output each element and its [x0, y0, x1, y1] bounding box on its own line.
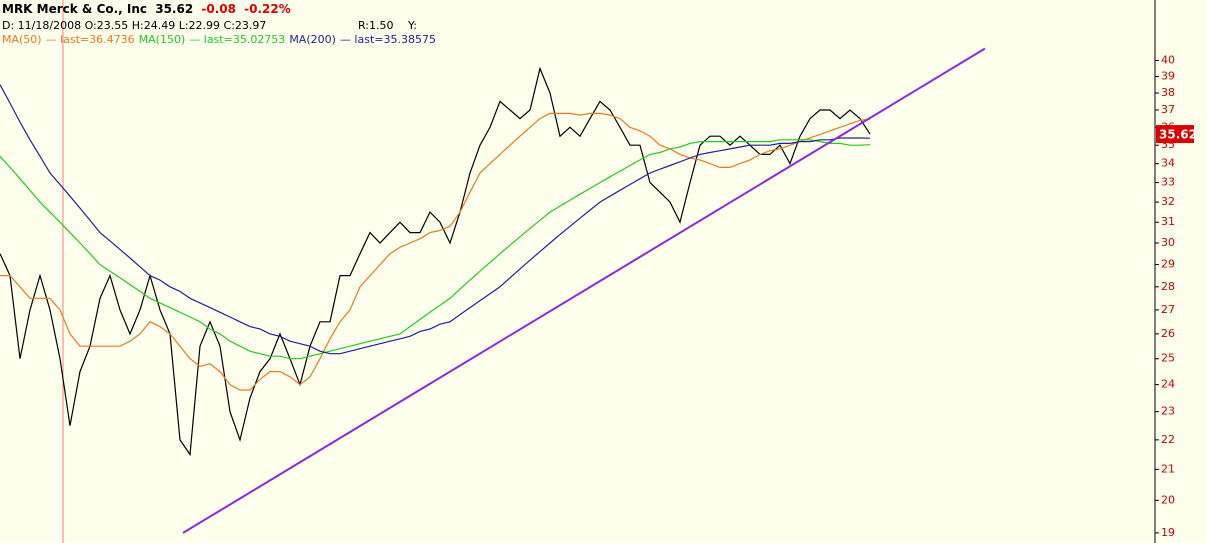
- legend-label: MA(150): [138, 33, 186, 46]
- trendline: [182, 47, 986, 534]
- y-tick-label: 37: [1161, 103, 1175, 116]
- y-tick-label: 23: [1161, 405, 1175, 418]
- last-price: 35.62: [155, 2, 194, 16]
- y-tick-label: 29: [1161, 258, 1175, 271]
- y-tick-label: 27: [1161, 303, 1175, 316]
- price-tag: [1156, 125, 1194, 144]
- y-tick-label: 19: [1161, 526, 1175, 539]
- legend: MA(50) — last=36.4736 MA(150) — last=35.027…: [2, 33, 440, 46]
- y-tick-label: 25: [1161, 352, 1175, 365]
- legend-last-value: — last=36.4736: [45, 33, 135, 46]
- y-tick-label: 32: [1161, 195, 1175, 208]
- y-tick-label: 30: [1161, 236, 1175, 249]
- y-tick-label: 40: [1161, 53, 1175, 66]
- y-tick-label: 31: [1161, 215, 1175, 228]
- y-tick-label: 33: [1161, 176, 1175, 189]
- price-tag-label: 35.62: [1159, 128, 1197, 142]
- y-tick-label: 24: [1161, 378, 1175, 391]
- y-tick-label: 20: [1161, 493, 1175, 506]
- moving-average: [0, 139, 871, 360]
- legend-label: MA(200): [289, 33, 336, 46]
- change-pct: -0.22%: [244, 2, 291, 16]
- price-line: [0, 66, 871, 457]
- y-tick-label: 26: [1161, 327, 1175, 340]
- change: -0.08: [201, 2, 236, 16]
- symbol-title: MRK Merck & Co., Inc: [2, 2, 148, 16]
- y-tick-label: 39: [1161, 70, 1175, 83]
- legend-label: MA(50): [2, 33, 42, 46]
- y-tick-label: 34: [1161, 157, 1175, 170]
- y-tick-label: 21: [1161, 462, 1175, 475]
- moving-average: [0, 84, 871, 355]
- legend-last-value: — last=35.02753: [189, 33, 286, 46]
- y-tick-label: 22: [1161, 433, 1175, 446]
- ratio: R:1.50: [358, 19, 394, 32]
- header: MRK Merck & Co., Inc 35.62 -0.08 -0.22%: [2, 2, 295, 16]
- ohlc-info: D: 11/18/2008 O:23.55 H:24.49 L:22.99 C:…: [2, 19, 442, 32]
- ohlc-text: D: 11/18/2008 O:23.55 H:24.49 L:22.99 C:…: [2, 19, 267, 32]
- y-field: Y:: [408, 19, 417, 32]
- y-tick-label: 28: [1161, 280, 1175, 293]
- y-tick-label: 38: [1161, 86, 1175, 99]
- moving-average: [0, 112, 871, 391]
- legend-last-value: — last=35.38575: [339, 33, 436, 46]
